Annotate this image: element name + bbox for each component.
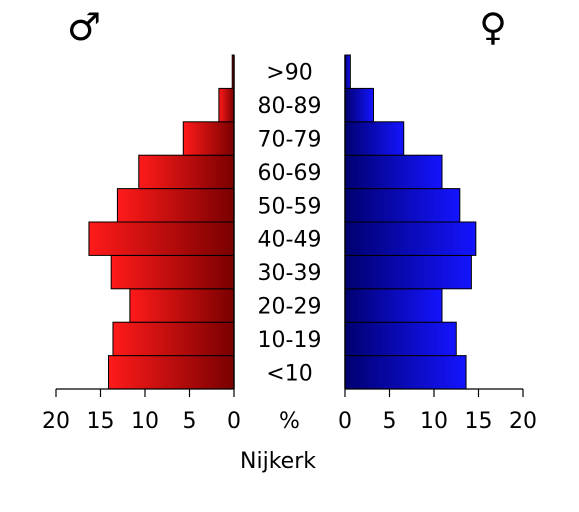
age-group-label: 60-69 — [258, 161, 322, 186]
male-bar — [129, 288, 235, 323]
age-group-label: 50-59 — [258, 194, 322, 219]
age-group-label: 20-29 — [258, 295, 322, 320]
male-bar — [138, 154, 235, 190]
female-bar — [344, 121, 405, 156]
female-bar — [344, 154, 443, 190]
female-x-axis: 0 5 10 15 20 — [338, 388, 537, 434]
female-bar — [344, 221, 477, 256]
female-axis-tick-label: 5 — [383, 409, 397, 434]
male-bar — [218, 87, 235, 123]
male-symbol-icon: ♂ — [67, 5, 101, 49]
female-bar — [344, 355, 467, 390]
male-x-axis: 0 5 10 15 20 — [42, 388, 241, 434]
male-axis-tick-label: 5 — [183, 409, 197, 434]
male-axis-tick-label: 20 — [42, 409, 70, 434]
female-axis-tick-label: 0 — [338, 409, 352, 434]
age-group-label: 40-49 — [258, 228, 322, 253]
female-bar — [344, 188, 461, 223]
female-bar — [344, 288, 443, 323]
male-bar — [182, 121, 235, 156]
female-axis-tick-label: 20 — [509, 409, 537, 434]
female-bar — [344, 321, 457, 357]
x-axis-unit-label: % — [279, 409, 300, 434]
male-bars — [88, 54, 235, 390]
female-symbol-icon: ♀ — [479, 5, 507, 49]
age-group-label: 10-19 — [258, 328, 322, 353]
age-group-label: 80-89 — [258, 94, 322, 119]
male-bar — [108, 355, 235, 390]
male-bar — [112, 321, 235, 357]
age-group-label: 30-39 — [258, 261, 322, 286]
male-axis-tick-label: 15 — [87, 409, 115, 434]
female-bar — [344, 54, 351, 89]
age-group-label: <10 — [266, 361, 312, 386]
male-bar — [88, 221, 235, 256]
female-bar — [344, 87, 374, 123]
female-bar — [344, 254, 472, 290]
male-bar — [116, 188, 235, 223]
age-group-label: >90 — [266, 61, 312, 86]
male-axis-tick-label: 0 — [227, 409, 241, 434]
female-axis-tick-label: 10 — [420, 409, 448, 434]
female-bars — [344, 54, 477, 390]
female-axis-tick-label: 15 — [465, 409, 493, 434]
chart-caption: Nijkerk — [240, 449, 316, 474]
male-axis-tick-label: 10 — [131, 409, 159, 434]
age-group-label: 70-79 — [258, 128, 322, 153]
male-bar — [110, 254, 235, 290]
age-group-labels: <10 10-19 20-29 30-39 40-49 50-59 60-69 70-79 80… — [258, 61, 322, 387]
